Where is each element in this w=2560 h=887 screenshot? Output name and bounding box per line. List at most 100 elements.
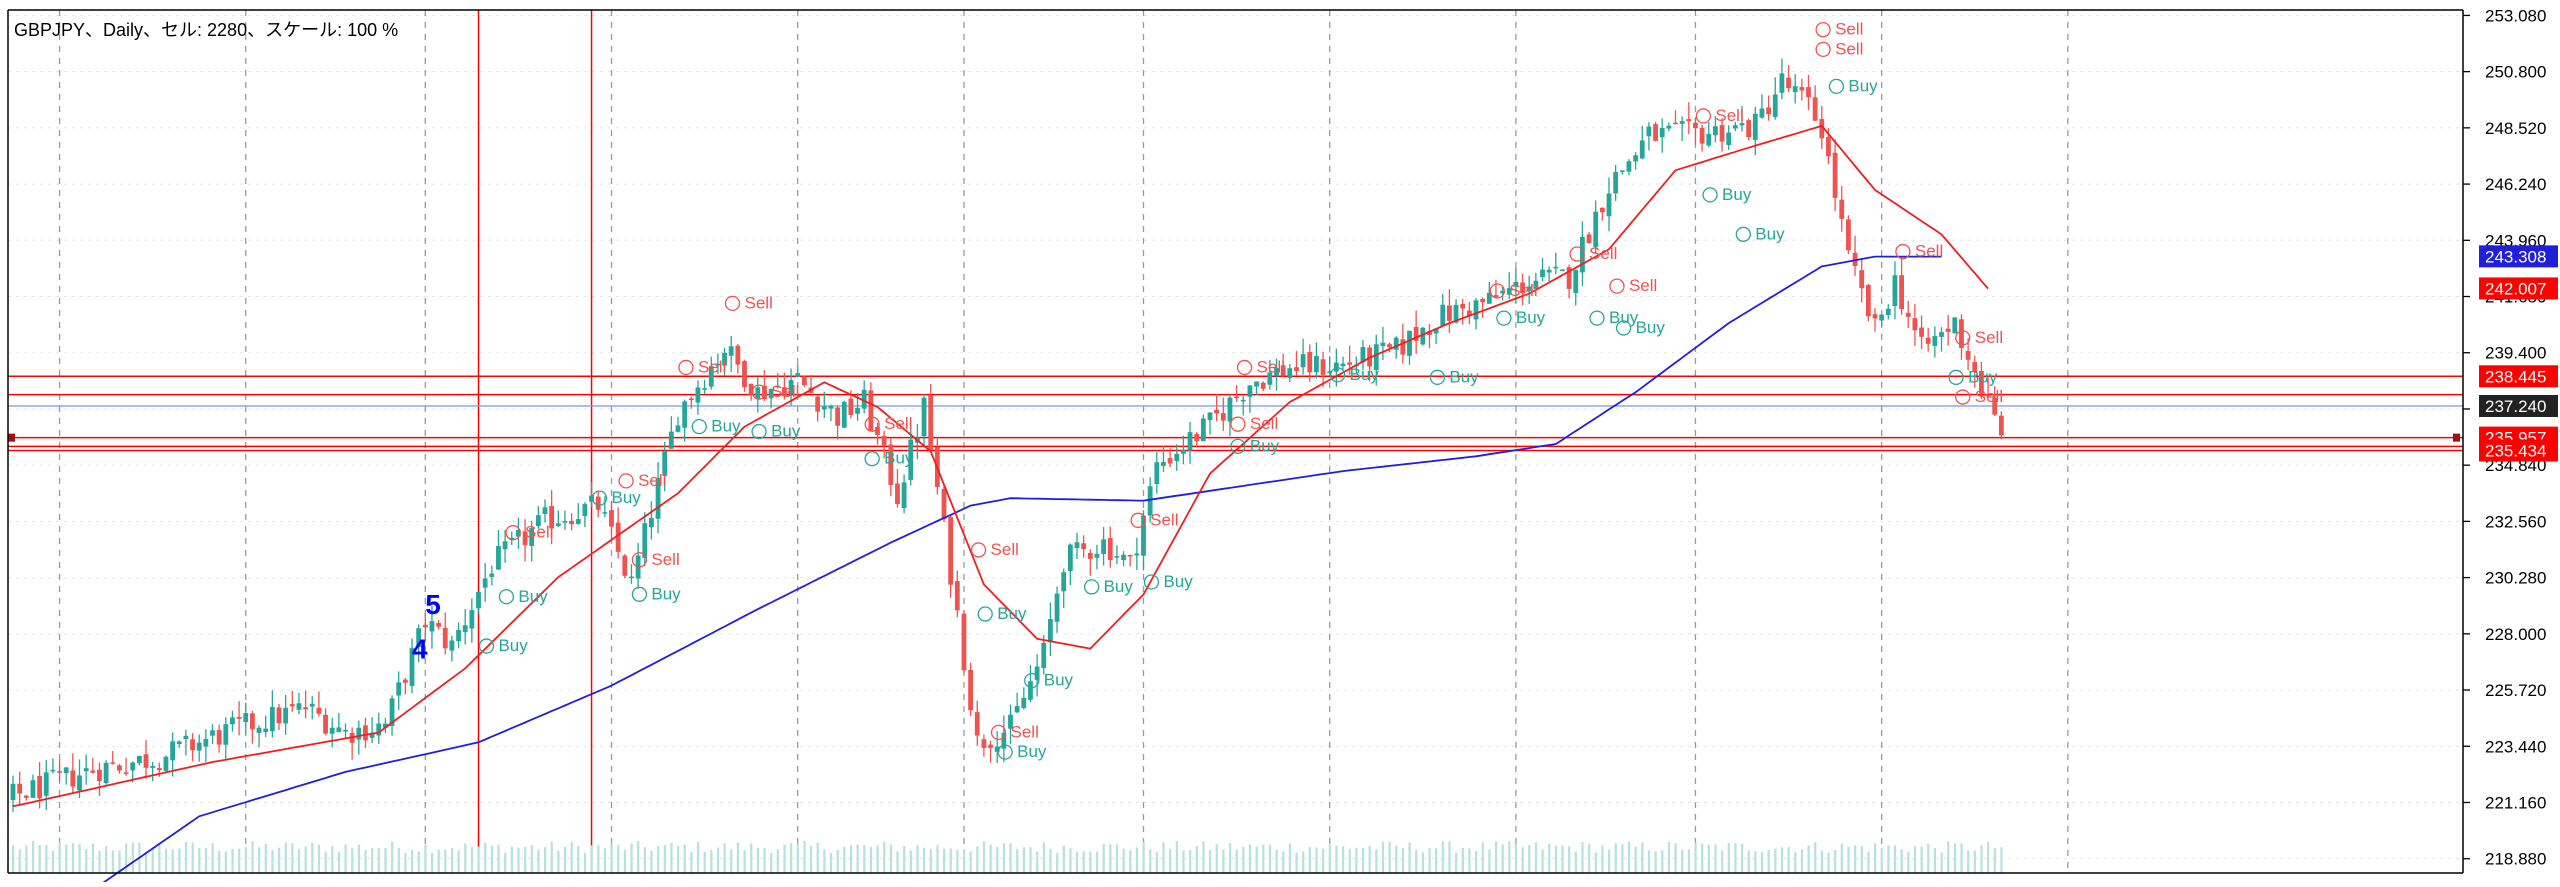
candle-body: [97, 769, 102, 782]
candle-body: [469, 610, 475, 629]
candle-body: [768, 388, 774, 399]
volume-bar: [1807, 845, 1810, 873]
candle-body: [1846, 219, 1851, 251]
candle-body: [1560, 269, 1565, 272]
volume-bar: [597, 845, 600, 873]
candle-body: [535, 515, 541, 527]
candle-body: [1912, 318, 1918, 331]
y-tick-label: 218.880: [2485, 850, 2546, 869]
volume-bar: [803, 841, 806, 873]
candle-body: [1087, 552, 1093, 559]
volume-bar: [1627, 841, 1631, 873]
volume-bar: [696, 841, 700, 873]
candle-body: [1440, 304, 1446, 326]
candle-body: [1919, 327, 1924, 337]
volume-bar: [1987, 841, 1990, 873]
candle-body: [1227, 397, 1233, 422]
volume-bar: [1847, 847, 1850, 873]
volume-bar: [1900, 849, 1903, 873]
volume-bar: [271, 850, 274, 873]
candle-body: [1114, 556, 1120, 558]
volume-bar: [404, 852, 407, 873]
signal-label: Buy: [711, 417, 741, 436]
candle-body: [343, 729, 348, 732]
candle-body: [1899, 275, 1904, 310]
candle-body: [961, 613, 967, 671]
y-tick-label: 228.000: [2485, 625, 2546, 644]
candle-body: [1300, 354, 1306, 368]
candle-body: [1061, 572, 1067, 592]
candle-body: [728, 346, 734, 356]
signal-marker: [618, 473, 634, 489]
price-label-box: [2479, 394, 2558, 417]
candle-body: [1839, 199, 1845, 219]
volume-bar: [1667, 842, 1671, 873]
signal-marker: [1609, 278, 1625, 294]
volume-bar: [730, 849, 733, 873]
volume-bar: [424, 844, 427, 873]
candle-body: [1181, 449, 1186, 454]
candle-body: [296, 703, 302, 710]
candle-body: [595, 496, 601, 510]
candle-body: [1287, 368, 1293, 379]
candle-body: [1473, 300, 1479, 320]
volume-bar: [417, 851, 420, 873]
candle-body: [1772, 94, 1778, 117]
volume-bar: [1741, 843, 1744, 873]
signal-label: Buy: [612, 488, 642, 507]
candle-body: [1826, 136, 1831, 157]
volume-bar: [823, 849, 826, 873]
candle-body: [742, 360, 747, 388]
signal-marker: [1230, 438, 1246, 455]
candle-body: [263, 728, 269, 732]
volume-bar: [989, 844, 992, 873]
volume-bar: [1228, 843, 1232, 873]
volume-bar: [610, 843, 613, 873]
price-label: 238.445: [2485, 367, 2546, 386]
signal-label: Sell: [745, 293, 773, 312]
volume-bar: [1854, 845, 1857, 873]
candle-body: [1380, 342, 1386, 347]
volume-bar: [1395, 845, 1398, 873]
candle-body: [921, 397, 927, 437]
volume-bar: [956, 850, 959, 873]
price-label: 235.434: [2485, 442, 2546, 461]
volume-bar: [1601, 845, 1604, 873]
volume-bar: [304, 846, 307, 873]
volume-bar: [670, 842, 673, 873]
volume-bar: [849, 845, 853, 873]
signal-label: Buy: [1755, 224, 1785, 243]
candle-body: [230, 717, 235, 725]
volume-bar: [1913, 845, 1917, 873]
signal-marker: [1955, 389, 1971, 405]
candle-body: [1619, 170, 1625, 172]
volume-bar: [1727, 843, 1730, 873]
candle-body: [1732, 125, 1738, 129]
level-marker-left: [8, 433, 15, 442]
signal-marker: [1828, 78, 1845, 95]
volume-bar: [1435, 848, 1438, 873]
volume-bar: [1162, 842, 1165, 873]
volume-bar: [1135, 847, 1139, 873]
candle-body: [183, 735, 189, 740]
volume-bar: [1415, 849, 1418, 873]
volume-bar: [1375, 849, 1378, 873]
candle-body: [309, 703, 315, 707]
candle-body: [1812, 97, 1818, 121]
candle-body: [735, 345, 741, 365]
volume-bar: [1488, 849, 1491, 873]
candle-body: [1161, 461, 1166, 466]
volume-bar: [1455, 852, 1458, 873]
volume-bar: [1754, 851, 1757, 873]
signal-label: Buy: [1516, 308, 1546, 327]
candle-body: [117, 765, 122, 771]
candle-body: [1885, 308, 1891, 316]
candle-body: [1067, 544, 1073, 572]
wave-label: 4: [412, 633, 428, 664]
signal-label: Buy: [1104, 577, 1134, 596]
candle-body: [1147, 486, 1153, 516]
volume-bar: [1927, 843, 1930, 873]
candle-body: [522, 531, 528, 546]
